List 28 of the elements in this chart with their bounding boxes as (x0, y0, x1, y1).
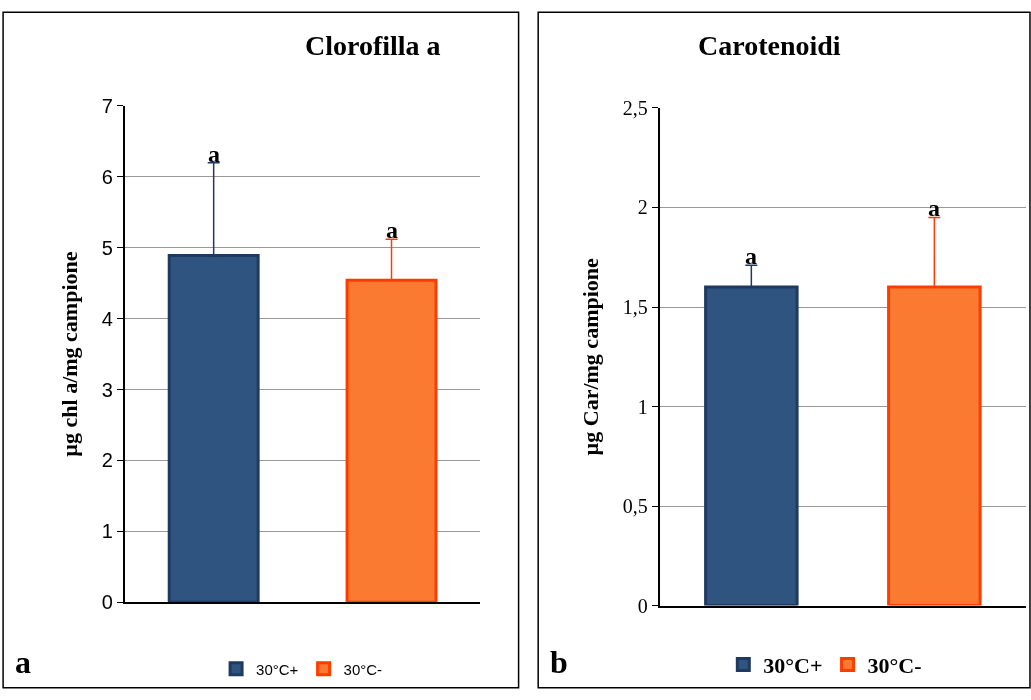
legend-label: 30°C+ (256, 660, 299, 678)
y-tick-label: 3 (101, 378, 113, 401)
y-tick-label: 0,5 (622, 495, 648, 518)
text: b (550, 644, 568, 680)
y-tick-label: 0 (101, 591, 113, 614)
legend-label: 30°C- (867, 652, 922, 678)
annotation: a (386, 217, 398, 243)
legend-label: 30°C+ (763, 652, 823, 678)
y-tick-label: 0 (637, 594, 648, 617)
annotation: a (208, 141, 220, 167)
y-tick-label: 1 (101, 520, 113, 543)
y-tick-label: 1,5 (622, 296, 648, 319)
y-axis-title: µg chl a/mg campione (56, 251, 82, 457)
y-tick-label: 2 (637, 196, 648, 219)
y-tick-label: 4 (101, 307, 113, 330)
text: a (15, 644, 31, 680)
legend-label: 30°C- (343, 660, 383, 678)
y-tick-label: 7 (101, 94, 113, 117)
y-axis-title: µg Car/mg campione (578, 257, 604, 456)
chart-title: Carotenoidi (698, 30, 841, 61)
y-tick-label: 2 (101, 449, 113, 472)
annotation: a (745, 243, 757, 269)
annotation: a (928, 195, 940, 221)
chart-title: Clorofilla a (305, 30, 441, 61)
y-tick-label: 2,5 (622, 96, 648, 119)
y-tick-label: 1 (637, 395, 648, 418)
y-tick-label: 6 (101, 165, 113, 188)
y-tick-label: 5 (101, 236, 113, 259)
